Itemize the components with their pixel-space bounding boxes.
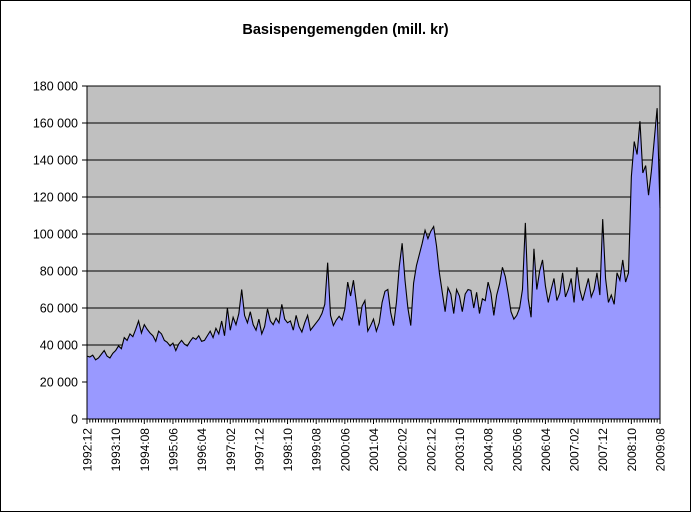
area-series-fill (87, 108, 660, 419)
x-tick-label: 2001:04 (367, 428, 381, 472)
x-tick-label: 1994:08 (138, 428, 152, 472)
x-tick-label: 2002:02 (396, 428, 410, 472)
x-tick-label: 2000:06 (338, 428, 352, 472)
x-tick-label: 1993:10 (109, 428, 123, 472)
x-tick-label: 1999:08 (310, 428, 324, 472)
y-tick-label: 40 000 (40, 339, 78, 353)
y-tick-label: 120 000 (33, 191, 78, 205)
y-tick-label: 80 000 (40, 265, 78, 279)
y-tick-label: 0 (71, 413, 78, 427)
x-tick-label: 2008:10 (625, 428, 639, 472)
y-tick-label: 180 000 (33, 80, 78, 94)
gridlines (87, 122, 660, 383)
x-tick-label: 2002:12 (424, 428, 438, 472)
x-axis: 1992:12 1993:10 1994:08 1995:06 1996:04 1997:… (81, 419, 668, 471)
x-tick-label: 2009:08 (654, 428, 668, 472)
x-tick-label: 1997:12 (252, 428, 266, 472)
chart-title: Basispengemengden (mill. kr) (242, 22, 449, 38)
x-tick-label: 1997:02 (224, 428, 238, 472)
x-tick-label: 2007:12 (596, 428, 610, 472)
x-tick-label: 2007:02 (568, 428, 582, 472)
x-tick-label: 1996:04 (195, 428, 209, 472)
y-tick-label: 160 000 (33, 117, 78, 131)
x-tick-label: 1992:12 (81, 428, 95, 472)
y-tick-label: 100 000 (33, 228, 78, 242)
area-series-outline (86, 108, 661, 361)
x-tick-label: 1998:10 (281, 428, 295, 472)
y-tick-label: 20 000 (40, 376, 78, 390)
x-tick-label: 2003:10 (453, 428, 467, 472)
x-tick-label: 1995:06 (166, 428, 180, 472)
x-tick-label: 2006:04 (539, 428, 553, 472)
y-axis: 0 20 000 40 000 60 000 80 000 100 000 120 000 1… (33, 80, 87, 427)
y-tick-label: 140 000 (33, 154, 78, 168)
y-tick-label: 60 000 (40, 302, 78, 316)
x-tick-label: 2005:06 (510, 428, 524, 472)
x-tick-label: 2004:08 (482, 428, 496, 472)
